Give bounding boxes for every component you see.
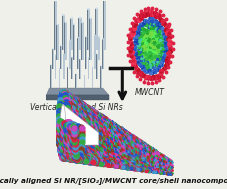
Text: Vertically aligned Si NRs: Vertically aligned Si NRs — [30, 103, 122, 112]
Ellipse shape — [81, 22, 83, 23]
FancyBboxPatch shape — [75, 74, 76, 88]
FancyBboxPatch shape — [62, 15, 63, 50]
Ellipse shape — [85, 36, 87, 37]
FancyBboxPatch shape — [80, 59, 81, 79]
FancyBboxPatch shape — [79, 59, 80, 79]
FancyBboxPatch shape — [86, 36, 87, 69]
FancyBboxPatch shape — [101, 39, 102, 69]
Ellipse shape — [77, 37, 79, 38]
Ellipse shape — [64, 22, 67, 23]
FancyBboxPatch shape — [60, 46, 61, 69]
Ellipse shape — [63, 53, 64, 54]
FancyBboxPatch shape — [57, 24, 58, 60]
FancyBboxPatch shape — [96, 8, 98, 50]
FancyBboxPatch shape — [87, 9, 89, 50]
Ellipse shape — [54, 54, 56, 55]
FancyBboxPatch shape — [95, 8, 96, 50]
FancyBboxPatch shape — [90, 18, 91, 60]
FancyBboxPatch shape — [59, 68, 60, 88]
Ellipse shape — [79, 58, 81, 60]
FancyBboxPatch shape — [73, 24, 75, 60]
Ellipse shape — [89, 17, 91, 19]
Ellipse shape — [60, 105, 65, 145]
FancyBboxPatch shape — [86, 9, 87, 50]
Ellipse shape — [71, 57, 73, 58]
FancyBboxPatch shape — [87, 57, 88, 79]
FancyBboxPatch shape — [50, 65, 51, 88]
FancyBboxPatch shape — [93, 35, 94, 69]
FancyBboxPatch shape — [97, 37, 98, 60]
FancyBboxPatch shape — [63, 54, 64, 79]
FancyBboxPatch shape — [77, 38, 79, 69]
FancyBboxPatch shape — [54, 55, 55, 79]
FancyBboxPatch shape — [81, 22, 83, 60]
Ellipse shape — [100, 65, 101, 66]
Ellipse shape — [83, 75, 85, 76]
FancyBboxPatch shape — [83, 75, 84, 88]
FancyBboxPatch shape — [72, 57, 73, 79]
FancyBboxPatch shape — [84, 75, 85, 88]
Ellipse shape — [139, 28, 160, 63]
Ellipse shape — [97, 36, 100, 38]
FancyBboxPatch shape — [54, 0, 56, 50]
FancyBboxPatch shape — [65, 22, 67, 60]
FancyBboxPatch shape — [100, 66, 101, 88]
Ellipse shape — [68, 39, 70, 41]
Ellipse shape — [52, 48, 54, 50]
FancyBboxPatch shape — [61, 46, 62, 69]
Ellipse shape — [95, 7, 98, 9]
FancyBboxPatch shape — [52, 49, 53, 69]
Polygon shape — [63, 105, 98, 145]
Ellipse shape — [86, 8, 89, 10]
FancyBboxPatch shape — [71, 57, 72, 79]
FancyBboxPatch shape — [72, 24, 73, 60]
Text: Vertically aligned Si NR/[SiO₂]/MWCNT core/shell nanocomposites: Vertically aligned Si NR/[SiO₂]/MWCNT co… — [0, 178, 227, 185]
FancyBboxPatch shape — [68, 40, 69, 69]
FancyBboxPatch shape — [79, 18, 81, 50]
FancyBboxPatch shape — [89, 18, 90, 60]
Ellipse shape — [103, 0, 106, 1]
Text: MWCNT: MWCNT — [135, 88, 164, 97]
FancyBboxPatch shape — [102, 39, 104, 69]
Polygon shape — [46, 95, 108, 100]
Ellipse shape — [87, 57, 89, 58]
FancyBboxPatch shape — [103, 0, 104, 50]
Ellipse shape — [70, 17, 73, 19]
FancyBboxPatch shape — [88, 57, 89, 79]
FancyBboxPatch shape — [92, 67, 93, 88]
FancyBboxPatch shape — [64, 22, 65, 60]
Ellipse shape — [53, 0, 56, 2]
FancyBboxPatch shape — [98, 37, 100, 60]
Ellipse shape — [101, 38, 104, 40]
FancyBboxPatch shape — [91, 67, 92, 88]
Ellipse shape — [50, 64, 52, 65]
FancyBboxPatch shape — [51, 65, 52, 88]
Ellipse shape — [60, 45, 62, 46]
Ellipse shape — [91, 66, 93, 67]
FancyBboxPatch shape — [67, 67, 68, 88]
Ellipse shape — [56, 23, 58, 25]
Ellipse shape — [78, 17, 81, 19]
FancyBboxPatch shape — [53, 0, 54, 50]
Ellipse shape — [93, 34, 95, 36]
FancyBboxPatch shape — [70, 18, 71, 50]
Ellipse shape — [62, 14, 65, 16]
FancyBboxPatch shape — [63, 15, 65, 50]
FancyBboxPatch shape — [85, 36, 86, 69]
Ellipse shape — [59, 68, 60, 69]
Ellipse shape — [96, 53, 97, 54]
FancyBboxPatch shape — [55, 55, 56, 79]
FancyBboxPatch shape — [104, 0, 106, 50]
FancyBboxPatch shape — [69, 40, 70, 69]
FancyBboxPatch shape — [56, 24, 57, 60]
FancyBboxPatch shape — [78, 18, 79, 50]
FancyBboxPatch shape — [71, 18, 73, 50]
Ellipse shape — [75, 73, 76, 74]
Ellipse shape — [72, 23, 75, 25]
Polygon shape — [46, 88, 108, 95]
FancyBboxPatch shape — [94, 35, 95, 69]
FancyBboxPatch shape — [96, 54, 97, 79]
FancyBboxPatch shape — [53, 49, 54, 69]
